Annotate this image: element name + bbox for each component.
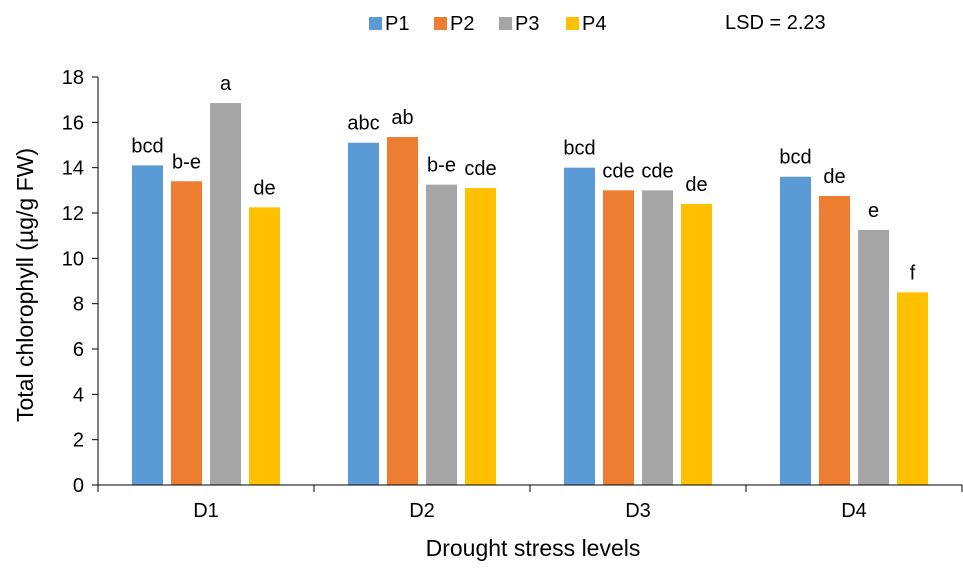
data-label: de	[253, 177, 275, 199]
legend: P1 P2 P3 P4	[369, 13, 606, 35]
bar-p2-d1	[171, 181, 202, 485]
data-label: bcd	[779, 147, 811, 169]
data-label: bcd	[563, 138, 595, 160]
x-tick-label: D3	[625, 500, 651, 522]
legend-label: P2	[450, 13, 474, 35]
data-label: b-e	[427, 155, 456, 177]
data-label: abc	[347, 113, 379, 135]
bar-p2-d2	[387, 137, 418, 486]
y-tick-label: 4	[73, 384, 84, 406]
bar-p3-d2	[426, 184, 457, 485]
bar-p3-d4	[858, 230, 889, 485]
data-label: cde	[641, 160, 673, 182]
data-label: cde	[464, 158, 496, 180]
x-axis-title: Drought stress levels	[426, 535, 641, 561]
data-label: bcd	[131, 135, 163, 157]
data-label: f	[910, 262, 916, 284]
x-tick-label: D1	[193, 500, 219, 522]
y-tick-label: 8	[73, 294, 84, 316]
bar-p4-d3	[681, 203, 712, 485]
data-label: de	[685, 174, 707, 196]
bar-p1-d4	[780, 176, 811, 485]
x-tick-label: D2	[409, 500, 435, 522]
bar-p1-d3	[564, 167, 595, 485]
y-tick-label: 6	[73, 339, 84, 361]
bar-p3-d1	[210, 103, 241, 486]
bar-p1-d2	[348, 142, 379, 485]
bar-p2-d4	[819, 196, 850, 485]
y-tick-label: 12	[62, 203, 84, 225]
x-axis: D1 D2 D3 D4	[97, 484, 963, 522]
bar-p4-d2	[465, 188, 496, 486]
y-tick-label: 10	[62, 248, 84, 270]
bar-p2-d3	[603, 190, 634, 486]
bar-p1-d1	[132, 165, 163, 485]
data-label: de	[823, 166, 845, 188]
y-tick-label: 18	[62, 67, 84, 89]
bar-p4-d1	[249, 207, 280, 486]
legend-label: P1	[385, 13, 409, 35]
y-axis-title: Total chlorophyll (µg/g FW)	[12, 148, 38, 422]
legend-swatch-p3	[499, 17, 512, 30]
y-tick-label: 2	[73, 430, 84, 452]
bar-p3-d3	[642, 190, 673, 486]
data-label: ab	[391, 107, 413, 129]
y-axis: 0 2 4 6 8 10 12 14 16 18	[62, 67, 99, 497]
lsd-annotation: LSD = 2.23	[725, 12, 826, 34]
x-tick-label: D4	[841, 500, 867, 522]
y-tick-label: 14	[62, 158, 84, 180]
data-label: cde	[602, 160, 634, 182]
y-tick-label: 0	[73, 475, 84, 497]
legend-swatch-p2	[434, 17, 447, 30]
data-label: a	[220, 73, 232, 95]
legend-swatch-p4	[566, 17, 579, 30]
legend-label: P3	[515, 13, 539, 35]
legend-label: P4	[582, 13, 606, 35]
y-tick-label: 16	[62, 112, 84, 134]
bar-p4-d4	[897, 292, 928, 485]
data-label: e	[868, 200, 879, 222]
legend-swatch-p1	[369, 17, 382, 30]
bars	[132, 103, 928, 486]
data-label: b-e	[172, 151, 201, 173]
